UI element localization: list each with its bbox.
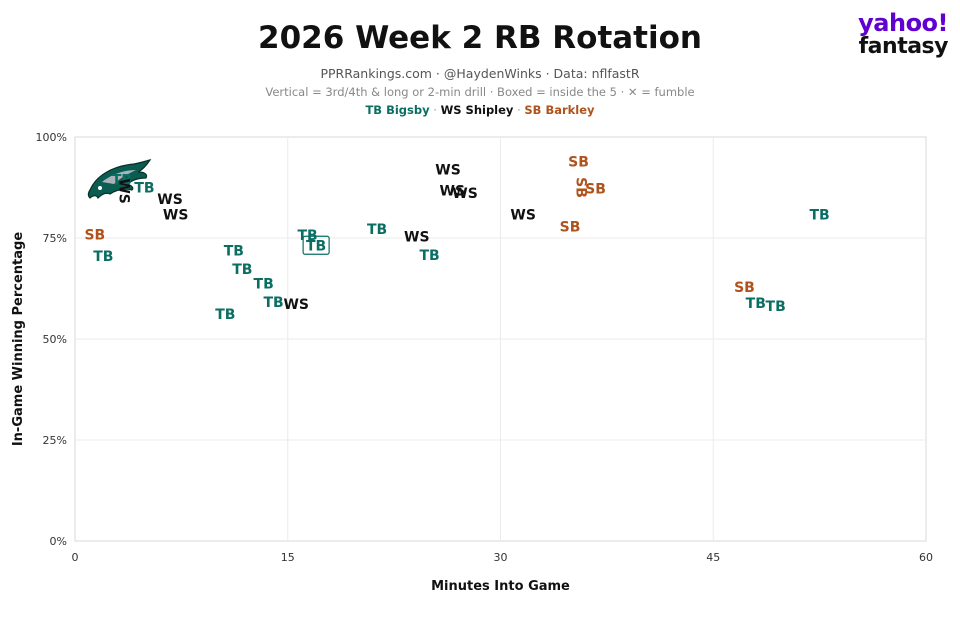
- data-point-tb: TB: [93, 249, 113, 265]
- legend-item-tb: TB Bigsby: [365, 103, 430, 117]
- y-tick-label: 0%: [50, 535, 67, 548]
- y-tick-label: 75%: [43, 232, 67, 245]
- data-point-ws: WS: [510, 208, 536, 224]
- data-point-tb: TB: [224, 244, 244, 260]
- data-point-ws: WS: [116, 178, 132, 204]
- data-point-tb: TB: [134, 181, 154, 197]
- y-tick-label: 100%: [36, 131, 67, 144]
- legend-item-sb: SB Barkley: [524, 103, 595, 117]
- data-point-sb: SB: [560, 219, 581, 235]
- y-tick-label: 50%: [43, 333, 67, 346]
- x-tick-label: 45: [706, 551, 720, 564]
- eagle-head-icon: [87, 159, 152, 200]
- data-point-tb: TB: [367, 222, 387, 238]
- legend-separator: ·: [429, 103, 441, 117]
- chart-subtitle: PPRRankings.com · @HaydenWinks · Data: n…: [320, 66, 640, 81]
- y-tick-label: 25%: [43, 434, 67, 447]
- chart-title: 2026 Week 2 RB Rotation: [258, 20, 702, 56]
- data-point-tb: TB: [232, 262, 252, 278]
- data-point-tb: TB: [419, 248, 439, 264]
- data-point-ws: WS: [440, 183, 466, 199]
- x-axis-title: Minutes Into Game: [431, 579, 570, 594]
- data-point-tb: TB: [112, 172, 132, 188]
- inside-five-box: [302, 235, 330, 255]
- logo-line-2: fantasy: [858, 34, 949, 59]
- data-point-ws: WS: [157, 192, 183, 208]
- x-tick-label: 15: [281, 551, 295, 564]
- data-point-tb: TB: [746, 296, 766, 312]
- data-point-ws: WS: [404, 229, 430, 245]
- data-point-tb: TB: [254, 277, 274, 293]
- data-point-sb: SB: [734, 280, 755, 296]
- data-point-tb: TB: [215, 307, 235, 323]
- data-point-ws: WS: [283, 297, 309, 313]
- legend-item-ws: WS Shipley: [440, 103, 514, 117]
- chart-note: Vertical = 3rd/4th & long or 2-min drill…: [265, 85, 695, 99]
- data-point-tb: TB: [306, 238, 326, 254]
- data-point-sb: SB: [84, 227, 105, 243]
- logo-line-1: yahoo!: [858, 9, 948, 37]
- data-point-sb: SB: [585, 182, 606, 198]
- data-point-tb: TB: [810, 208, 830, 224]
- data-point-ws: WS: [452, 186, 478, 202]
- data-point-ws: WS: [163, 208, 189, 224]
- data-point-tb: TB: [766, 299, 786, 315]
- legend: TB Bigsby · WS Shipley · SB Barkley: [0, 103, 960, 117]
- y-axis-title: In-Game Winning Percentage: [11, 232, 26, 446]
- data-point-sb: SB: [568, 155, 589, 171]
- data-point-ws: WS: [435, 163, 461, 179]
- x-tick-label: 30: [494, 551, 508, 564]
- legend-separator: ·: [513, 103, 525, 117]
- data-point-sb: SB: [572, 177, 588, 198]
- data-point-tb: TB: [263, 295, 283, 311]
- x-tick-label: 0: [72, 551, 79, 564]
- x-tick-label: 60: [919, 551, 933, 564]
- yahoo-fantasy-logo: yahoo! fantasy: [858, 10, 948, 58]
